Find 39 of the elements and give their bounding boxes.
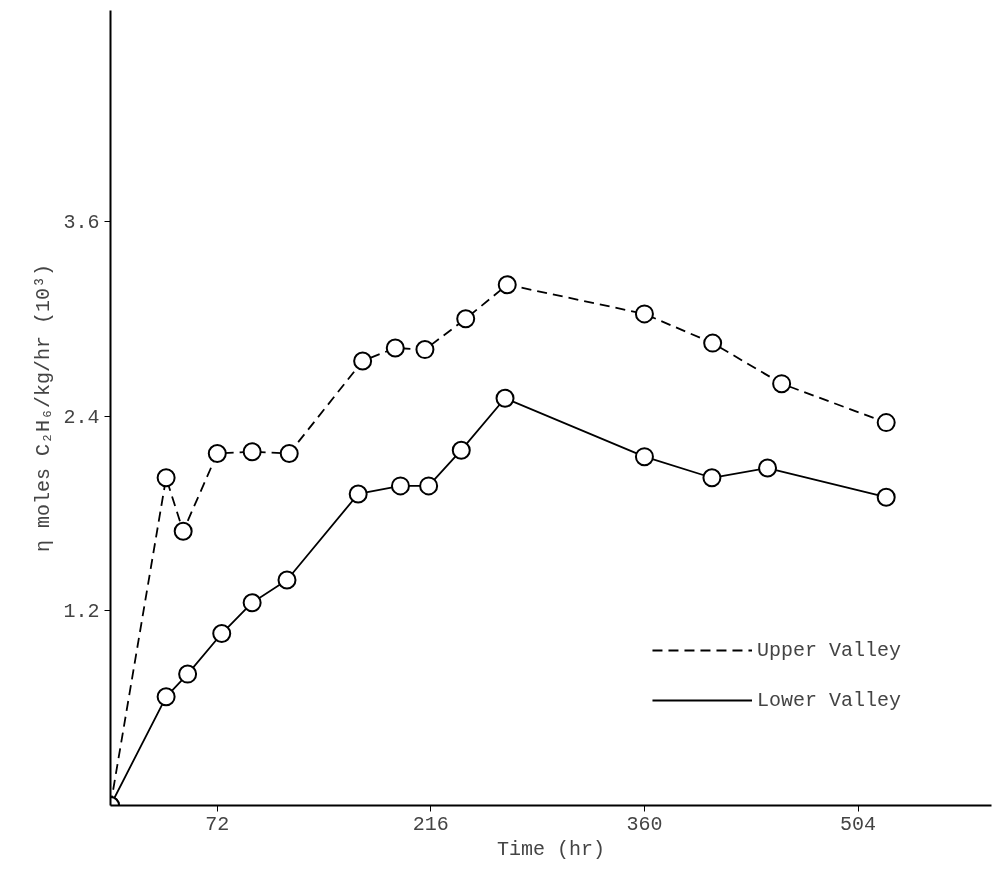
point [702, 468, 722, 488]
point [703, 333, 723, 353]
point [758, 458, 778, 478]
x-tick-label: 216 [412, 812, 449, 836]
x-tick-label: 504 [840, 812, 877, 836]
point [634, 447, 654, 467]
point [348, 484, 368, 504]
x-axis-title: Time (hr) [496, 837, 606, 861]
point [212, 624, 232, 643]
point [156, 687, 176, 707]
point [876, 413, 896, 433]
y-axis-title: η moles C₂H₆/kg/hr (10³) [32, 263, 56, 553]
y-tick-label: 3.6 [63, 210, 100, 234]
point [156, 468, 176, 488]
y-tick-label: 2.4 [63, 405, 100, 429]
legend-label: Lower Valley [756, 688, 901, 712]
point [178, 664, 198, 684]
point [353, 351, 373, 371]
point [415, 340, 435, 360]
point [876, 487, 896, 507]
x-tick-label: 360 [626, 812, 663, 836]
x-tick-label: 72 [205, 812, 230, 836]
point [207, 443, 227, 463]
legend-label: Upper Valley [756, 638, 901, 662]
point [277, 570, 297, 590]
point [173, 521, 193, 541]
point [279, 443, 299, 463]
point [451, 440, 471, 460]
point [419, 476, 439, 496]
point [497, 275, 517, 295]
point [385, 338, 405, 358]
point [242, 442, 262, 462]
point [242, 593, 262, 613]
point [456, 309, 476, 329]
point [772, 374, 792, 394]
y-tick-label: 1.2 [63, 600, 100, 624]
point [390, 476, 410, 496]
point [495, 388, 515, 408]
point [634, 304, 654, 324]
